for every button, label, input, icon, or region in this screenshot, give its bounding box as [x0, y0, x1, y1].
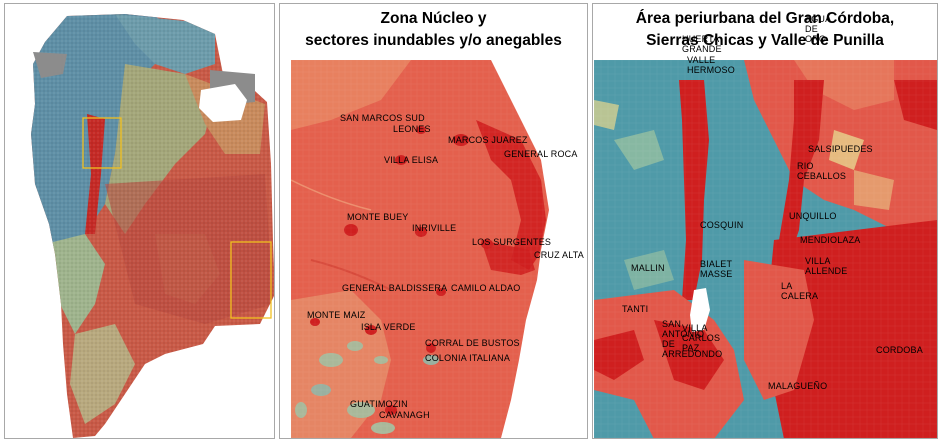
place-label-monte-buey: MONTE BUEY	[347, 212, 409, 222]
nucleus-title-line-2: sectores inundables y/o anegables	[305, 32, 562, 49]
periurban-map	[594, 60, 937, 438]
periurban-inset-box	[82, 117, 122, 169]
periurban-title: Área periurbana del Gran Córdoba, Sierra…	[593, 8, 937, 52]
place-label-valle-hermoso: VALLE HERMOSO	[687, 55, 735, 75]
place-label-agua-de-oro: AGUA DE ORO	[805, 14, 831, 44]
place-label-san-marcos-sud: SAN MARCOS SUD	[340, 113, 425, 123]
label-line: LA	[781, 281, 793, 291]
place-label-colonia-italiana: COLONIA ITALIANA	[425, 353, 511, 363]
nucleus-inset-box	[230, 241, 272, 319]
place-label-general-baldissera: GENERAL BALDISSERA	[342, 283, 448, 293]
label-line: HERMOSO	[687, 65, 735, 75]
place-label-villa-allende: VILLA ALLENDE	[805, 256, 847, 276]
place-label-marcos-juarez: MARCOS JUAREZ	[448, 135, 528, 145]
place-label-inriville: INRIVILLE	[412, 223, 457, 233]
place-label-los-surgentes: LOS SURGENTES	[472, 237, 552, 247]
label-line: AGUA	[805, 14, 832, 24]
label-line: PAZ	[682, 343, 700, 353]
periurban-map-panel: Área periurbana del Gran Córdoba, Sierra…	[592, 3, 938, 439]
periurban-map-svg	[594, 60, 937, 438]
nucleus-map	[291, 60, 587, 438]
place-label-malagueno: MALAGUEÑO	[768, 381, 828, 391]
label-line: MASSE	[700, 269, 733, 279]
label-line: VILLA	[805, 256, 831, 266]
label-line: ARREDONDO	[662, 349, 723, 359]
label-line: RIO	[797, 161, 814, 171]
place-label-huerta-grande: HUERTA GRANDE	[682, 34, 722, 54]
place-label-leones: LEONES	[393, 124, 431, 134]
label-line: DE	[662, 339, 675, 349]
label-line: ALLENDE	[805, 266, 848, 276]
place-label-cordoba: CORDOBA	[876, 345, 923, 355]
nucleus-map-svg	[291, 60, 587, 438]
place-label-tanti: TANTI	[622, 304, 649, 314]
province-map-svg	[31, 14, 274, 438]
label-line: SAN	[662, 319, 682, 329]
place-label-isla-verde: ISLA VERDE	[361, 322, 416, 332]
nucleus-title-line-1: Zona Núcleo y	[380, 10, 487, 27]
place-label-cruz-alta: CRUZ ALTA	[534, 250, 584, 260]
place-label-villa-carlos-paz: VILLA CARLOS PAZ	[682, 323, 720, 353]
place-label-cosquin: COSQUIN	[700, 220, 744, 230]
place-label-mendiolaza: MENDIOLAZA	[800, 235, 861, 245]
label-line: CALERA	[781, 291, 819, 301]
province-map	[5, 4, 274, 438]
place-label-unquillo: UNQUILLO	[789, 211, 837, 221]
place-label-villa-elisa: VILLA ELISA	[384, 155, 439, 165]
label-line: CEBALLOS	[797, 171, 847, 181]
label-line: VALLE	[687, 55, 716, 65]
place-label-bialet-masse: BIALET MASSE	[700, 259, 733, 279]
province-map-panel	[4, 3, 275, 439]
periurban-title-line-1: Área periurbana del Gran Córdoba,	[635, 10, 895, 27]
place-label-general-roca: GENERAL ROCA	[504, 149, 578, 159]
label-line: BIALET	[700, 259, 733, 269]
place-label-san-antonio-de-arredondo: SAN ANTONIO DE ARREDONDO	[662, 319, 722, 359]
place-label-monte-maiz: MONTE MAIZ	[307, 310, 366, 320]
label-line: ANTONIO	[662, 329, 705, 339]
periurban-title-line-2: Sierras Chicas y Valle de Punilla	[646, 32, 884, 49]
nucleus-title: Zona Núcleo y sectores inundables y/o an…	[280, 8, 587, 52]
place-label-cavanagh: CAVANAGH	[379, 410, 430, 420]
place-label-guatimozin: GUATIMOZIN	[350, 399, 408, 409]
label-line: DE	[805, 24, 818, 34]
nucleus-map-panel: Zona Núcleo y sectores inundables y/o an…	[279, 3, 588, 439]
place-label-camilo-aldao: CAMILO ALDAO	[451, 283, 521, 293]
place-label-la-calera: LA CALERA	[781, 281, 818, 301]
label-line: HUERTA	[682, 34, 720, 44]
label-line: VILLA	[682, 323, 708, 333]
label-line: GRANDE	[682, 44, 722, 54]
place-label-rio-ceballos: RIO CEBALLOS	[797, 161, 846, 181]
place-label-mallin: MALLIN	[631, 263, 665, 273]
place-label-salsipuedes: SALSIPUEDES	[808, 144, 873, 154]
label-line: ORO	[805, 34, 827, 44]
label-line: CARLOS	[682, 333, 721, 343]
place-label-corral-de-bustos: CORRAL DE BUSTOS	[425, 338, 520, 348]
